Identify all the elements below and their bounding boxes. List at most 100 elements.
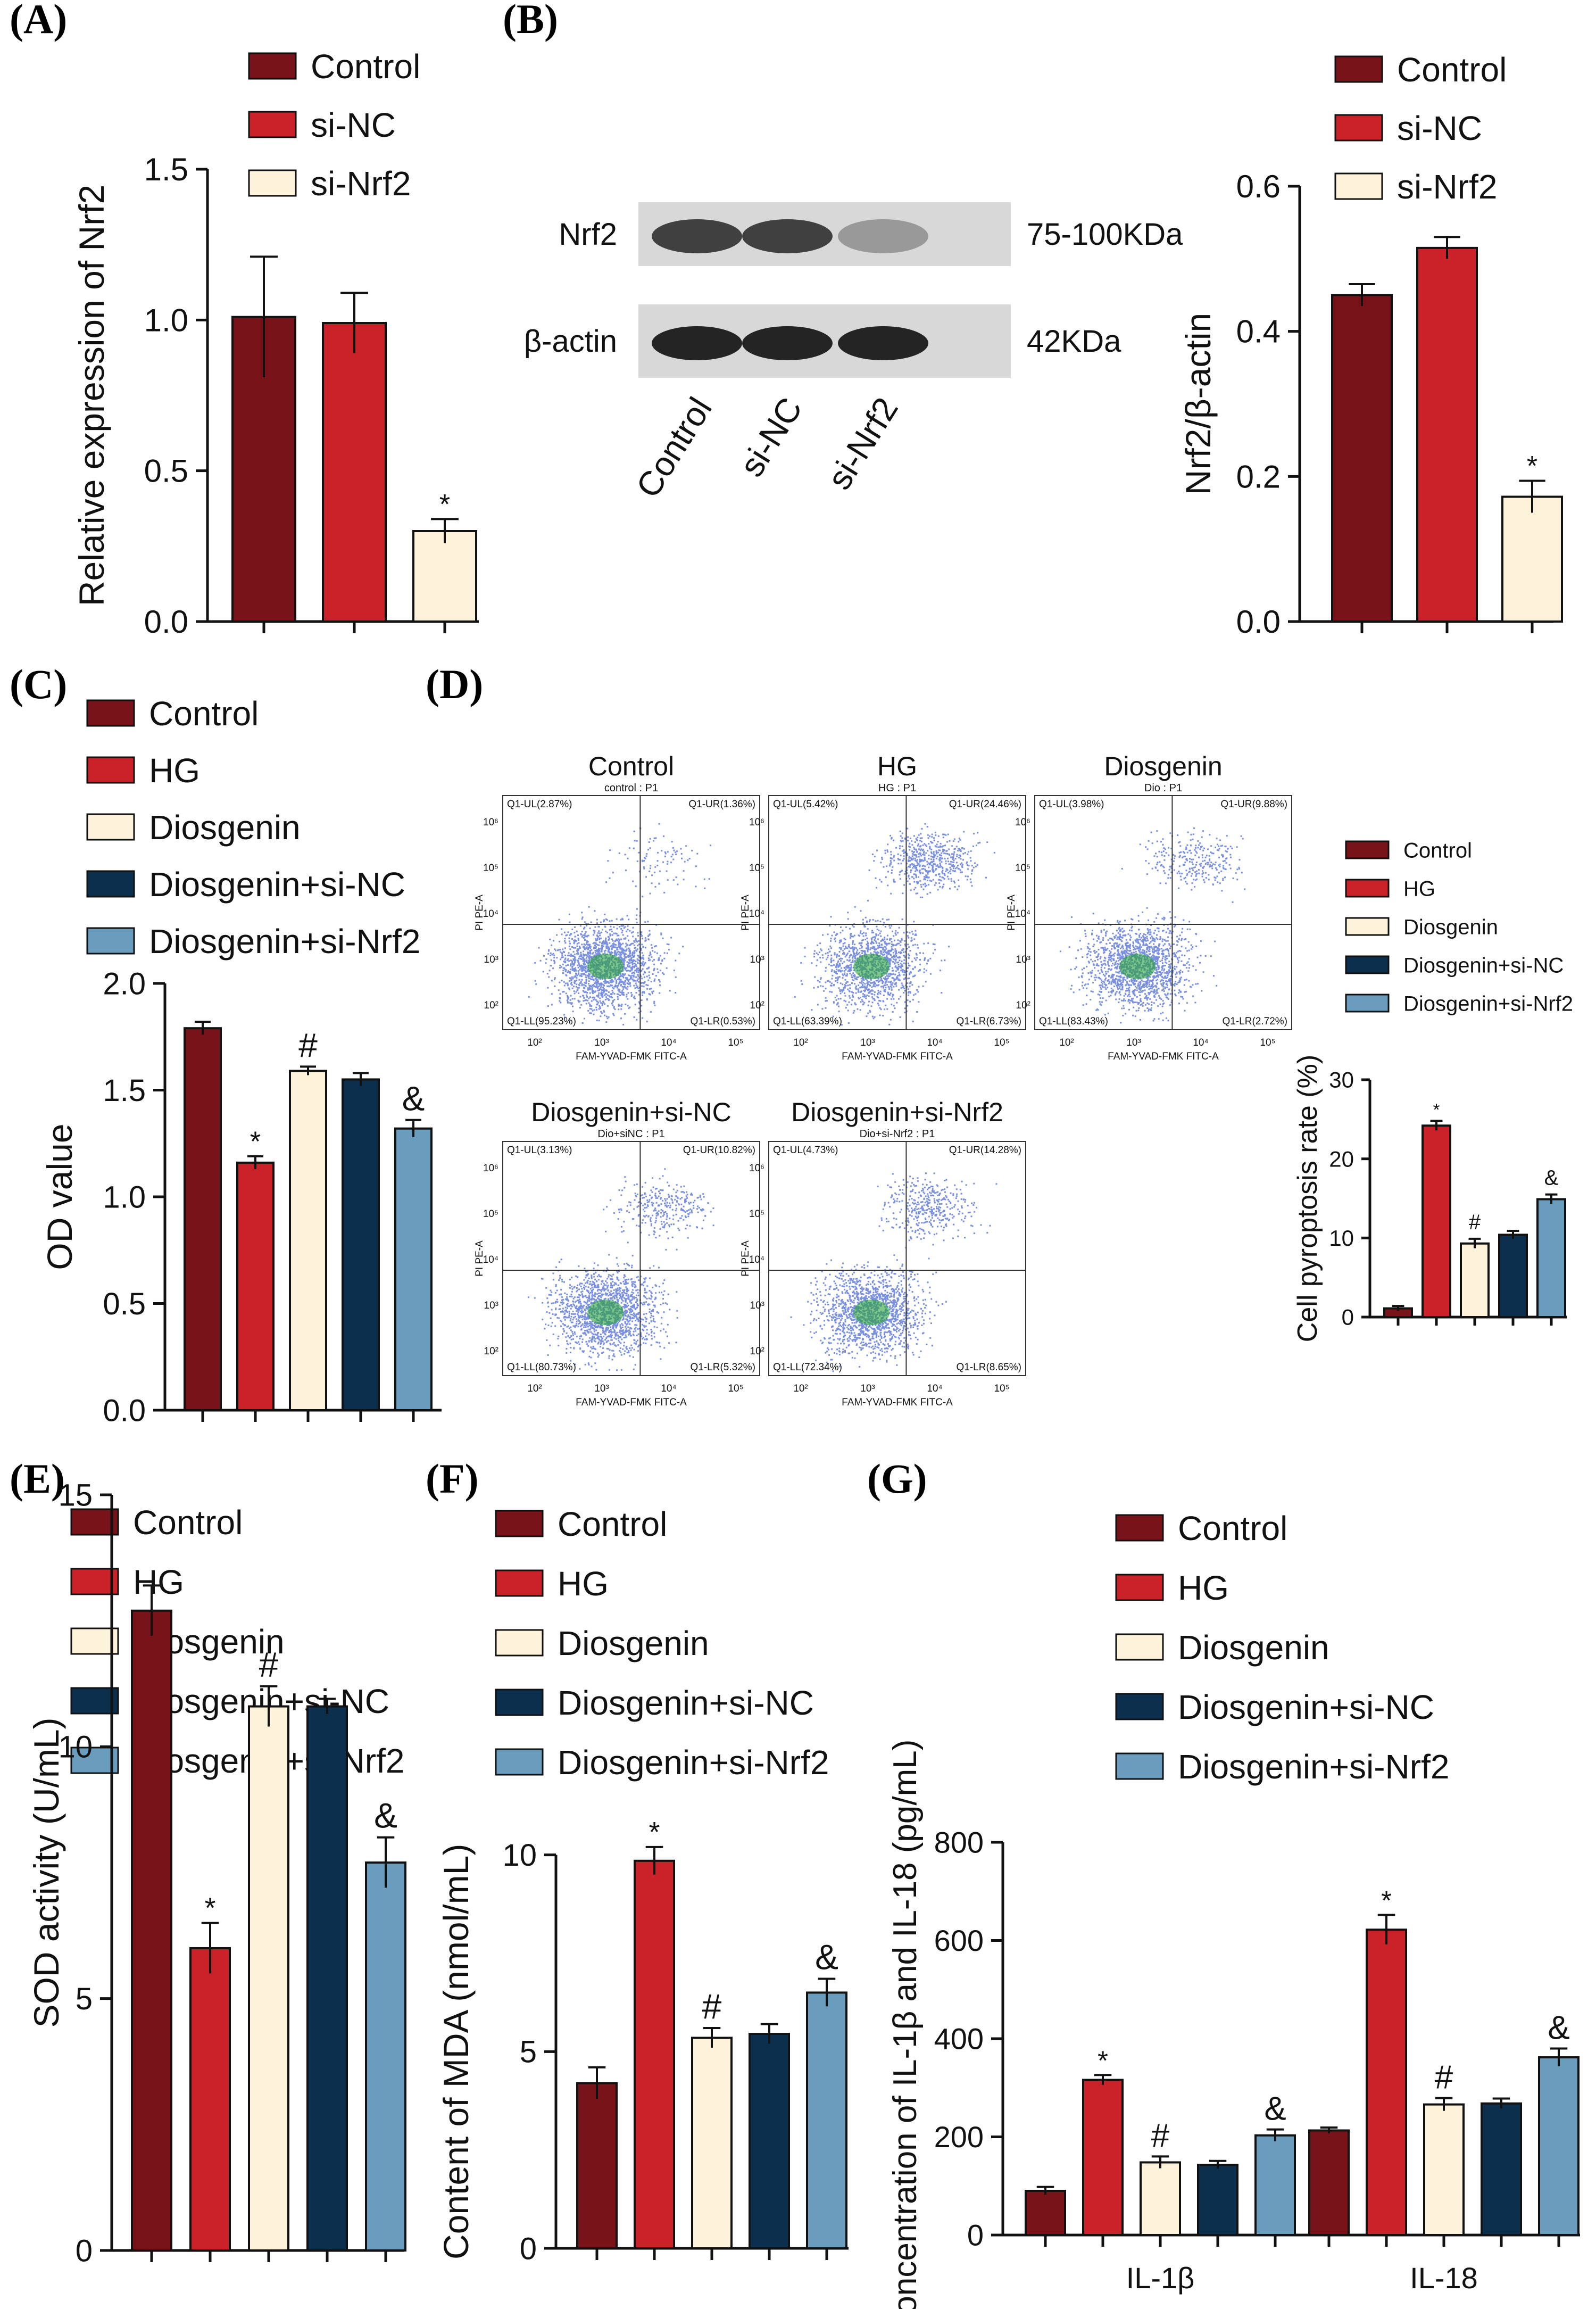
flow-frame xyxy=(768,1141,1026,1376)
bar xyxy=(1481,2102,1522,2237)
flow-y-label: PI PE-A xyxy=(474,895,485,931)
legend-swatch xyxy=(1345,879,1390,898)
flow-events xyxy=(1059,827,1246,1024)
blot-row-label: Nrf2 xyxy=(559,217,617,252)
legend-swatch xyxy=(1115,1752,1164,1780)
y-axis-label: OD value xyxy=(40,1123,79,1270)
legend-label: si-NC xyxy=(311,106,396,144)
flow-quadrant-ll: Q1-LL(95.23%) xyxy=(507,1016,576,1027)
y-axis-label: Cell pyroptosis rate (%) xyxy=(1292,1055,1323,1342)
flow-y-tick: 10² xyxy=(750,1346,764,1357)
flow-x-tick: 10⁴ xyxy=(1193,1037,1208,1048)
flow-quadrant-ur: Q1-UR(14.28%) xyxy=(949,1145,1021,1156)
y-axis-label: SOD activity (U/mL) xyxy=(27,1717,66,2027)
flow-y-tick: 10⁵ xyxy=(1015,863,1030,874)
flow-quadrant-ul: Q1-UL(4.73%) xyxy=(773,1145,838,1156)
significance-mark: # xyxy=(259,1645,279,1684)
flow-density-core xyxy=(587,1300,624,1326)
bar xyxy=(1460,1242,1490,1318)
bar xyxy=(322,322,387,623)
flow-quadrant-lr: Q1-LR(0.53%) xyxy=(691,1016,756,1027)
legend-swatch xyxy=(70,1627,119,1655)
bar xyxy=(189,1947,231,2252)
bar xyxy=(1366,1929,1407,2237)
blot-row-label: β-actin xyxy=(524,324,617,359)
bar xyxy=(576,2082,618,2249)
bar xyxy=(749,2033,790,2249)
legend-swatch xyxy=(1115,1514,1164,1542)
bar xyxy=(806,1991,847,2250)
significance-mark: # xyxy=(702,1987,722,2026)
flow-events xyxy=(794,823,995,1026)
bar xyxy=(1536,1198,1566,1318)
legend-swatch xyxy=(1115,1693,1164,1720)
legend-label: si-NC xyxy=(1397,109,1482,147)
bar xyxy=(412,530,477,623)
panel-label-c: (C) xyxy=(10,661,67,707)
y-tick-label: 10 xyxy=(1329,1226,1354,1251)
legend-g: Control HG Diosgenin Diosgenin+si-NC Diosgen… xyxy=(1115,1509,1449,1786)
legend-c: Control HG Diosgenin Diosgenin+si-NC Diosgen… xyxy=(86,694,420,961)
legend-swatch xyxy=(1115,1633,1164,1661)
western-blot: Nrf2 75-100KDa β-actin 42KDa Control si-NC si-… xyxy=(524,202,1183,504)
flow-x-tick: 10⁵ xyxy=(1260,1037,1275,1048)
legend-label: Control xyxy=(311,47,420,86)
legend-swatch xyxy=(1334,55,1383,83)
flow-density-core xyxy=(1119,954,1156,980)
legend-swatch xyxy=(495,1748,544,1776)
y-tick-label: 0.0 xyxy=(1236,604,1281,640)
y-axis-label: Nrf2/β-actin xyxy=(1178,313,1218,495)
legend-swatch xyxy=(70,1747,119,1774)
significance-mark: # xyxy=(1435,2059,1453,2096)
flow-y-tick: 10⁴ xyxy=(749,908,764,920)
legend-label: Diosgenin+si-NC xyxy=(1403,954,1564,977)
flow-x-label: FAM-YVAD-FMK FITC-A xyxy=(842,1051,953,1062)
flow-quadrant-ll: Q1-LL(63.39%) xyxy=(773,1016,842,1027)
flow-quadrant-ur: Q1-UR(9.88%) xyxy=(1220,799,1287,810)
flow-x-tick: 10³ xyxy=(594,1383,609,1394)
legend-e: ControlHGDiosgeninDiosgenin+si-NCDiosgen… xyxy=(70,1503,404,1780)
bar xyxy=(131,1609,172,2252)
flow-x-tick: 10⁵ xyxy=(994,1383,1009,1394)
y-tick-label: 400 xyxy=(934,2022,984,2056)
x-category-label: IL-18 xyxy=(1410,2261,1478,2295)
significance-mark: * xyxy=(649,1816,660,1848)
legend-a: Control si-NC si-Nrf2 xyxy=(248,47,420,203)
legend-swatch xyxy=(495,1569,544,1597)
flow-y-tick: 10⁵ xyxy=(483,863,498,874)
legend-label: Control xyxy=(149,694,259,733)
blot-size-label: 42KDa xyxy=(1027,324,1121,359)
legend-label: Control xyxy=(558,1505,667,1543)
flow-x-tick: 10⁵ xyxy=(994,1037,1009,1048)
flow-x-label: FAM-YVAD-FMK FITC-A xyxy=(842,1397,953,1408)
bar xyxy=(1416,246,1478,623)
legend-swatch xyxy=(70,1508,119,1536)
flow-y-tick: 10³ xyxy=(750,1300,764,1311)
flow-frame xyxy=(1034,795,1292,1030)
flow-y-tick: 10⁶ xyxy=(749,1163,764,1174)
legend-swatch xyxy=(1345,840,1390,859)
flow-quadrant-lr: Q1-LR(5.32%) xyxy=(691,1362,756,1373)
significance-mark: & xyxy=(374,1796,397,1835)
flow-x-tick: 10³ xyxy=(860,1037,875,1048)
flow-title: Diosgenin+si-NC xyxy=(531,1097,732,1127)
y-tick-label: 0 xyxy=(1342,1305,1354,1330)
panel-label-f: (F) xyxy=(426,1455,479,1502)
chart-e: 0 5 10 15 SOD activity (U/mL) * # & xyxy=(27,1478,406,2268)
legend-label: si-Nrf2 xyxy=(1397,168,1497,206)
y-tick-label: 0 xyxy=(520,2231,537,2266)
significance-mark: * xyxy=(250,1126,261,1157)
bar xyxy=(365,1861,406,2252)
flow-x-tick: 10² xyxy=(793,1383,808,1394)
flow-quadrant-ul: Q1-UL(2.87%) xyxy=(507,799,572,810)
legend-label: Diosgenin+si-Nrf2 xyxy=(1403,992,1573,1015)
legend-b: Control si-NC si-Nrf2 xyxy=(1334,51,1507,206)
legend-swatch xyxy=(1115,1574,1164,1601)
chart-a: 0.0 0.5 1.0 1.5 Relative expression of Nrf2 * xyxy=(72,152,479,640)
flow-y-tick: 10² xyxy=(484,1000,498,1011)
flow-y-tick: 10⁶ xyxy=(1015,817,1030,828)
blot-band xyxy=(652,326,742,360)
